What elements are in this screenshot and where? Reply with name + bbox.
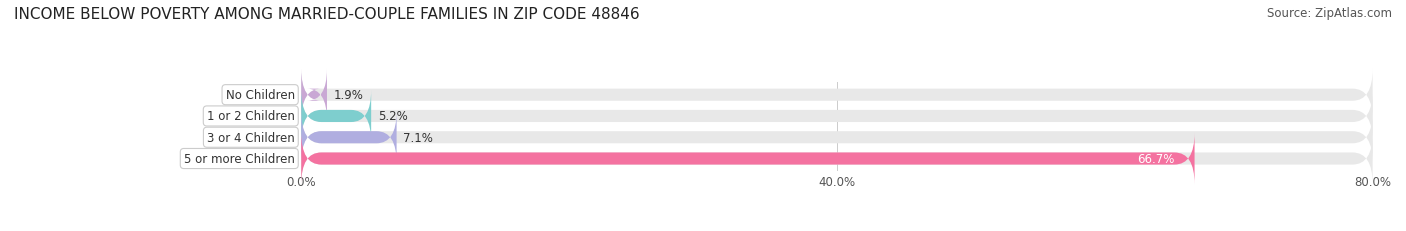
FancyBboxPatch shape xyxy=(301,91,1372,142)
Text: 66.7%: 66.7% xyxy=(1137,152,1174,165)
FancyBboxPatch shape xyxy=(301,70,328,121)
Text: 5 or more Children: 5 or more Children xyxy=(184,152,295,165)
FancyBboxPatch shape xyxy=(301,133,1195,185)
Text: INCOME BELOW POVERTY AMONG MARRIED-COUPLE FAMILIES IN ZIP CODE 48846: INCOME BELOW POVERTY AMONG MARRIED-COUPL… xyxy=(14,7,640,22)
Text: Source: ZipAtlas.com: Source: ZipAtlas.com xyxy=(1267,7,1392,20)
Text: 3 or 4 Children: 3 or 4 Children xyxy=(207,131,295,144)
FancyBboxPatch shape xyxy=(301,70,1372,121)
FancyBboxPatch shape xyxy=(301,112,396,163)
Text: 1.9%: 1.9% xyxy=(333,89,363,102)
FancyBboxPatch shape xyxy=(301,112,1372,163)
FancyBboxPatch shape xyxy=(301,91,371,142)
Text: 5.2%: 5.2% xyxy=(378,110,408,123)
Text: 1 or 2 Children: 1 or 2 Children xyxy=(207,110,295,123)
FancyBboxPatch shape xyxy=(301,133,1372,185)
Text: No Children: No Children xyxy=(225,89,295,102)
Text: 7.1%: 7.1% xyxy=(404,131,433,144)
